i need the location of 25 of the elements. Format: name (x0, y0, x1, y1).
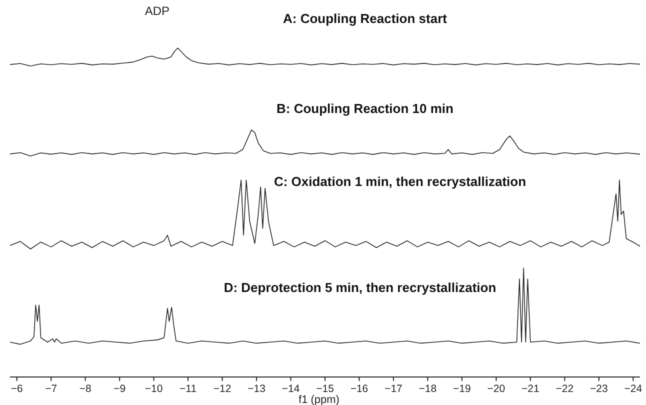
x-tick-label: −19 (453, 383, 472, 395)
x-tick-label: −23 (590, 383, 608, 395)
chart-title: C: Oxidation 1 min, then recrystallization (274, 174, 526, 189)
x-tick-label: −6 (10, 383, 23, 395)
x-tick-label: −18 (418, 383, 437, 395)
chart-title: B: Coupling Reaction 10 min (276, 101, 454, 116)
x-tick-label: −15 (316, 383, 334, 395)
text: D: Deprotection 5 min, then recrystallization (224, 280, 496, 295)
x-axis-title: f1 (ppm) (298, 394, 340, 405)
x-tick-label: −16 (350, 383, 368, 395)
x-tick-label: −9 (114, 383, 126, 395)
x-tick-label: −7 (45, 383, 58, 395)
x-tick-label: −14 (282, 383, 300, 395)
x-tick-label: −12 (213, 383, 232, 395)
x-tick-label: −8 (79, 383, 92, 395)
x-tick-label: −13 (248, 383, 266, 395)
x-tick-label: −24 (624, 383, 642, 395)
text: ADP (144, 4, 170, 18)
x-tick-label: −21 (522, 383, 540, 395)
x-tick-label: −11 (180, 383, 197, 395)
x-tick-label: −22 (556, 383, 574, 395)
x-tick-label: −17 (384, 383, 403, 395)
chart-title: A: Coupling Reaction start (283, 11, 448, 26)
x-tick-label: −10 (144, 383, 163, 395)
x-tick-label: −20 (487, 383, 506, 395)
